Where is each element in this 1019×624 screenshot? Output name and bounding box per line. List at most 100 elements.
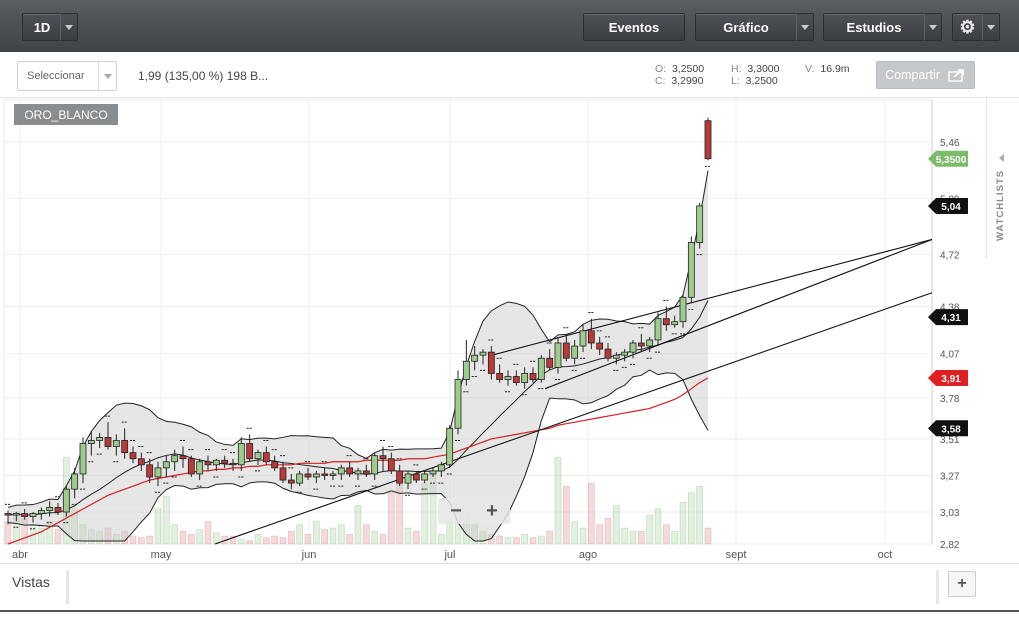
volume-bar bbox=[638, 530, 645, 545]
volume-bar bbox=[404, 527, 412, 545]
candle-body bbox=[179, 455, 187, 460]
compare-select[interactable]: Seleccionar bbox=[17, 61, 117, 91]
share-button[interactable]: Compartir bbox=[876, 61, 975, 89]
y-tick-label: 5,46 bbox=[940, 138, 960, 149]
price-tag bbox=[928, 197, 968, 214]
volume-bar bbox=[613, 505, 620, 545]
volume-bar bbox=[271, 535, 278, 545]
candle-body bbox=[54, 507, 62, 513]
volume-bar bbox=[379, 534, 387, 545]
volume-bar bbox=[563, 486, 570, 545]
volume-bar bbox=[279, 537, 287, 545]
candle-body bbox=[504, 376, 512, 380]
candle-body bbox=[579, 330, 587, 347]
price-tag-label: 3,58 bbox=[941, 424, 961, 435]
volume-bar bbox=[96, 530, 103, 545]
volume-bar bbox=[504, 537, 512, 545]
eventos-button[interactable]: Eventos bbox=[583, 13, 685, 41]
info-bar bbox=[0, 52, 1019, 98]
volume-bar bbox=[696, 486, 703, 545]
volume-bar bbox=[129, 535, 137, 545]
candle-body bbox=[562, 342, 570, 359]
chevron-down-icon bbox=[987, 24, 995, 30]
grafico-button[interactable]: Gráfico bbox=[695, 13, 797, 41]
volume-bar bbox=[546, 530, 553, 545]
candle-body bbox=[12, 513, 20, 516]
volume-bar bbox=[113, 534, 120, 545]
volume-bar bbox=[413, 530, 420, 545]
candle-body bbox=[587, 330, 595, 344]
volume-bar bbox=[46, 521, 53, 545]
add-view-button[interactable]: + bbox=[948, 571, 976, 597]
x-tick-label: sept bbox=[726, 549, 747, 561]
candle-body bbox=[437, 464, 445, 472]
volume-bar bbox=[321, 529, 328, 545]
gear-icon: ⚙ bbox=[959, 16, 976, 37]
chart-area[interactable]: abrmayjunjulagoseptoct5,465,094,724,384,… bbox=[0, 98, 1019, 563]
candle-body bbox=[612, 354, 620, 359]
share-icon bbox=[948, 69, 964, 82]
volume-bar bbox=[588, 482, 595, 545]
y-tick-label: 3,03 bbox=[940, 508, 960, 519]
interval-button[interactable]: 1D bbox=[22, 13, 62, 41]
candle-body bbox=[204, 461, 212, 466]
estudios-button[interactable]: Estudios bbox=[823, 13, 925, 41]
estudios-dropdown-icon[interactable] bbox=[924, 13, 942, 41]
share-label: Compartir bbox=[885, 68, 940, 82]
volume-bar bbox=[371, 530, 378, 545]
candle-body bbox=[646, 339, 654, 347]
volume-bar bbox=[313, 521, 320, 545]
low-value: 3,2500 bbox=[745, 75, 778, 87]
volume-bar bbox=[338, 524, 345, 545]
vistas-tab[interactable]: Vistas bbox=[12, 574, 50, 590]
close-label: C: bbox=[655, 75, 666, 87]
zoom-controls: − + bbox=[438, 498, 510, 524]
volume-bar bbox=[79, 524, 87, 545]
candle-body bbox=[621, 351, 629, 356]
settings-dropdown-icon[interactable] bbox=[982, 13, 1000, 41]
volume-bar bbox=[296, 524, 303, 545]
footer-divider bbox=[936, 570, 939, 604]
zoom-in-button[interactable]: + bbox=[486, 499, 498, 522]
volume-bar bbox=[438, 534, 445, 545]
volume-bar bbox=[146, 535, 153, 545]
volume-bar bbox=[246, 540, 253, 545]
price-tag-label: 4,31 bbox=[941, 313, 961, 324]
price-tag bbox=[928, 420, 968, 437]
candle-body bbox=[104, 437, 112, 447]
volume-bar bbox=[13, 511, 20, 545]
volume-bar bbox=[4, 521, 12, 545]
top-toolbar: 1D Eventos Gráfico Estudios ⚙ bbox=[0, 0, 1019, 52]
zoom-out-button[interactable]: − bbox=[450, 499, 462, 522]
candle-body bbox=[221, 459, 229, 464]
candle-body bbox=[412, 473, 420, 481]
candle-body bbox=[546, 357, 554, 368]
grafico-dropdown-icon[interactable] bbox=[796, 13, 814, 41]
chevron-down-icon bbox=[65, 24, 73, 30]
candle-body bbox=[87, 440, 95, 444]
volume-bar bbox=[71, 508, 78, 545]
price-tag bbox=[928, 150, 968, 167]
interval-dropdown-icon[interactable] bbox=[60, 13, 78, 41]
candle-body bbox=[696, 205, 704, 243]
candle-body bbox=[329, 473, 337, 476]
watchlists-tab[interactable]: WATCHLISTS bbox=[986, 98, 1019, 258]
candle-body bbox=[379, 455, 387, 460]
candle-body bbox=[537, 357, 545, 380]
close-value: 3,2990 bbox=[671, 75, 704, 87]
volume-bar bbox=[663, 524, 670, 545]
candle-body bbox=[687, 242, 695, 298]
y-tick-label: 3,51 bbox=[940, 435, 960, 446]
trend-line bbox=[491, 238, 933, 356]
volume-bar bbox=[88, 529, 95, 545]
price-chart[interactable]: abrmayjunjulagoseptoct5,465,094,724,384,… bbox=[0, 98, 1019, 563]
candle-body bbox=[346, 467, 354, 475]
symbol-label-box bbox=[14, 104, 118, 125]
candle-body bbox=[71, 473, 79, 490]
settings-button[interactable]: ⚙ bbox=[952, 13, 983, 41]
x-tick-label: ago bbox=[579, 549, 597, 561]
candle-body bbox=[471, 354, 479, 362]
volume-bar bbox=[138, 537, 145, 545]
candle-body bbox=[429, 470, 437, 475]
candle-body bbox=[46, 507, 54, 511]
